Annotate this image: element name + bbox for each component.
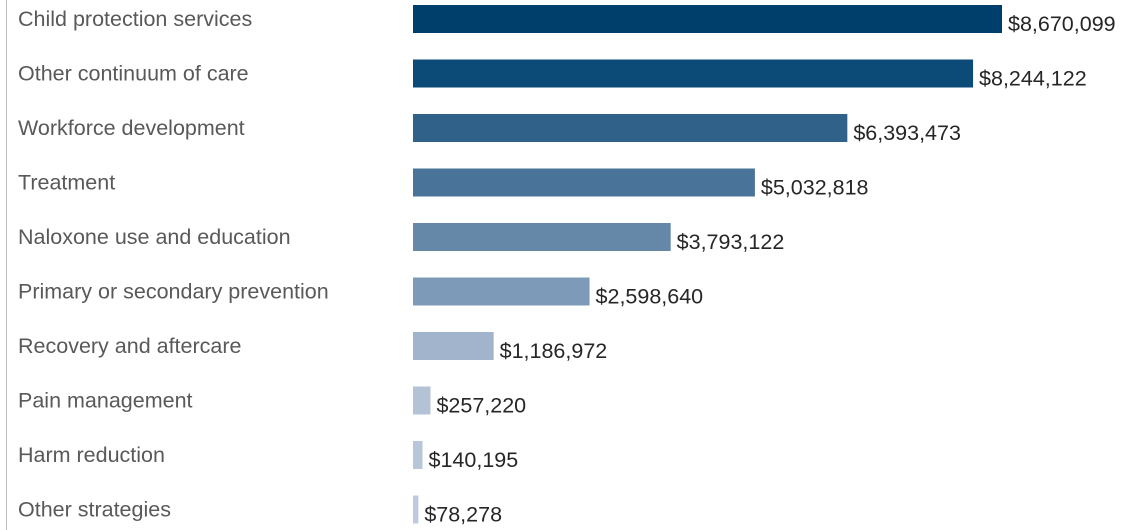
bar-row: Other continuum of care $8,244,122: [18, 59, 1087, 91]
category-label: Other strategies: [18, 498, 171, 522]
category-label: Treatment: [18, 171, 115, 195]
category-label: Naloxone use and education: [18, 225, 291, 249]
value-label: $8,670,099: [1008, 12, 1116, 36]
bar: [413, 223, 671, 251]
bar-row: Treatment $5,032,818: [18, 168, 869, 200]
value-label: $3,793,122: [677, 230, 785, 254]
value-label: $1,186,972: [500, 339, 608, 363]
category-label: Workforce development: [18, 116, 245, 140]
bar-row: Child protection services $8,670,099: [18, 5, 1116, 36]
bar: [413, 495, 419, 524]
category-label: Child protection services: [18, 7, 252, 31]
bar: [413, 441, 423, 469]
value-label: $140,195: [429, 448, 519, 472]
bar: [413, 277, 590, 306]
category-label: Other continuum of care: [18, 62, 249, 86]
bar: [413, 59, 974, 88]
bar: [413, 114, 848, 142]
value-label: $5,032,818: [761, 176, 869, 200]
bar-row: Naloxone use and education $3,793,122: [18, 223, 784, 254]
bar: [413, 332, 494, 360]
bar-row: Workforce development $6,393,473: [18, 114, 961, 145]
value-label: $8,244,122: [979, 67, 1087, 91]
bar-row: Primary or secondary prevention $2,598,64…: [18, 277, 704, 309]
category-label: Recovery and aftercare: [18, 334, 241, 358]
bar-row: Other strategies $78,278: [18, 495, 502, 527]
bar: [413, 168, 755, 197]
chart-left-border: [6, 0, 7, 530]
bar: [413, 386, 431, 415]
bar-row: Harm reduction $140,195: [18, 441, 518, 472]
category-label: Primary or secondary prevention: [18, 280, 329, 304]
category-label: Harm reduction: [18, 443, 165, 467]
bar: [413, 5, 1002, 33]
value-label: $2,598,640: [596, 285, 704, 309]
value-label: $6,393,473: [853, 121, 961, 145]
value-label: $78,278: [424, 503, 502, 527]
bar-row: Recovery and aftercare $1,186,972: [18, 332, 607, 363]
value-label: $257,220: [436, 394, 526, 418]
category-label: Pain management: [18, 389, 193, 413]
bar-row: Pain management $257,220: [18, 386, 526, 418]
